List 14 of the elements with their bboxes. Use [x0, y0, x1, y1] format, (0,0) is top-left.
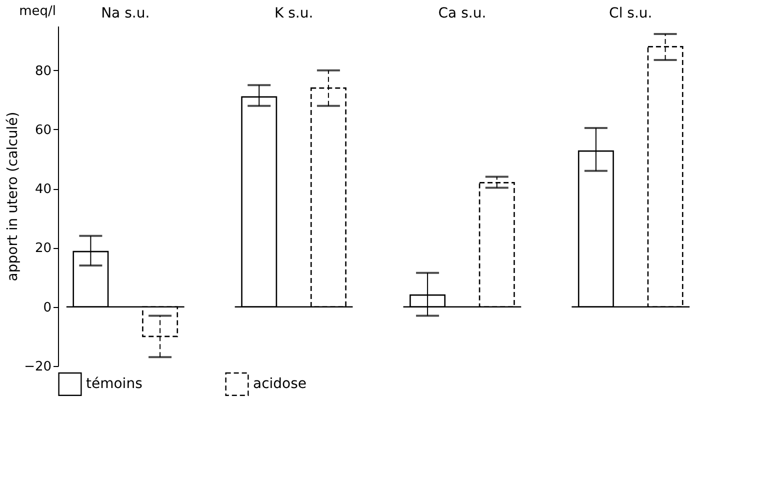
y-tick-label: 20 [34, 241, 52, 256]
text: meq/l [19, 4, 56, 19]
x-tick-label: K s.u. [274, 6, 314, 22]
y-tick-label: 60 [34, 122, 52, 138]
legend-label: acidose [253, 376, 307, 392]
y-tick-label: 80 [34, 64, 52, 79]
y-axis-title: apport in utero (calculé) [5, 112, 22, 282]
x-tick-label: Na s.u. [101, 6, 150, 22]
x-tick-label: Cl s.u. [609, 6, 652, 22]
legend-label: témoins [86, 376, 142, 392]
y-tick-label: 40 [34, 182, 52, 198]
x-tick-label: Ca s.u. [438, 6, 486, 22]
y-tick-label: −20 [24, 360, 52, 374]
y-tick-label: 0 [43, 300, 52, 316]
